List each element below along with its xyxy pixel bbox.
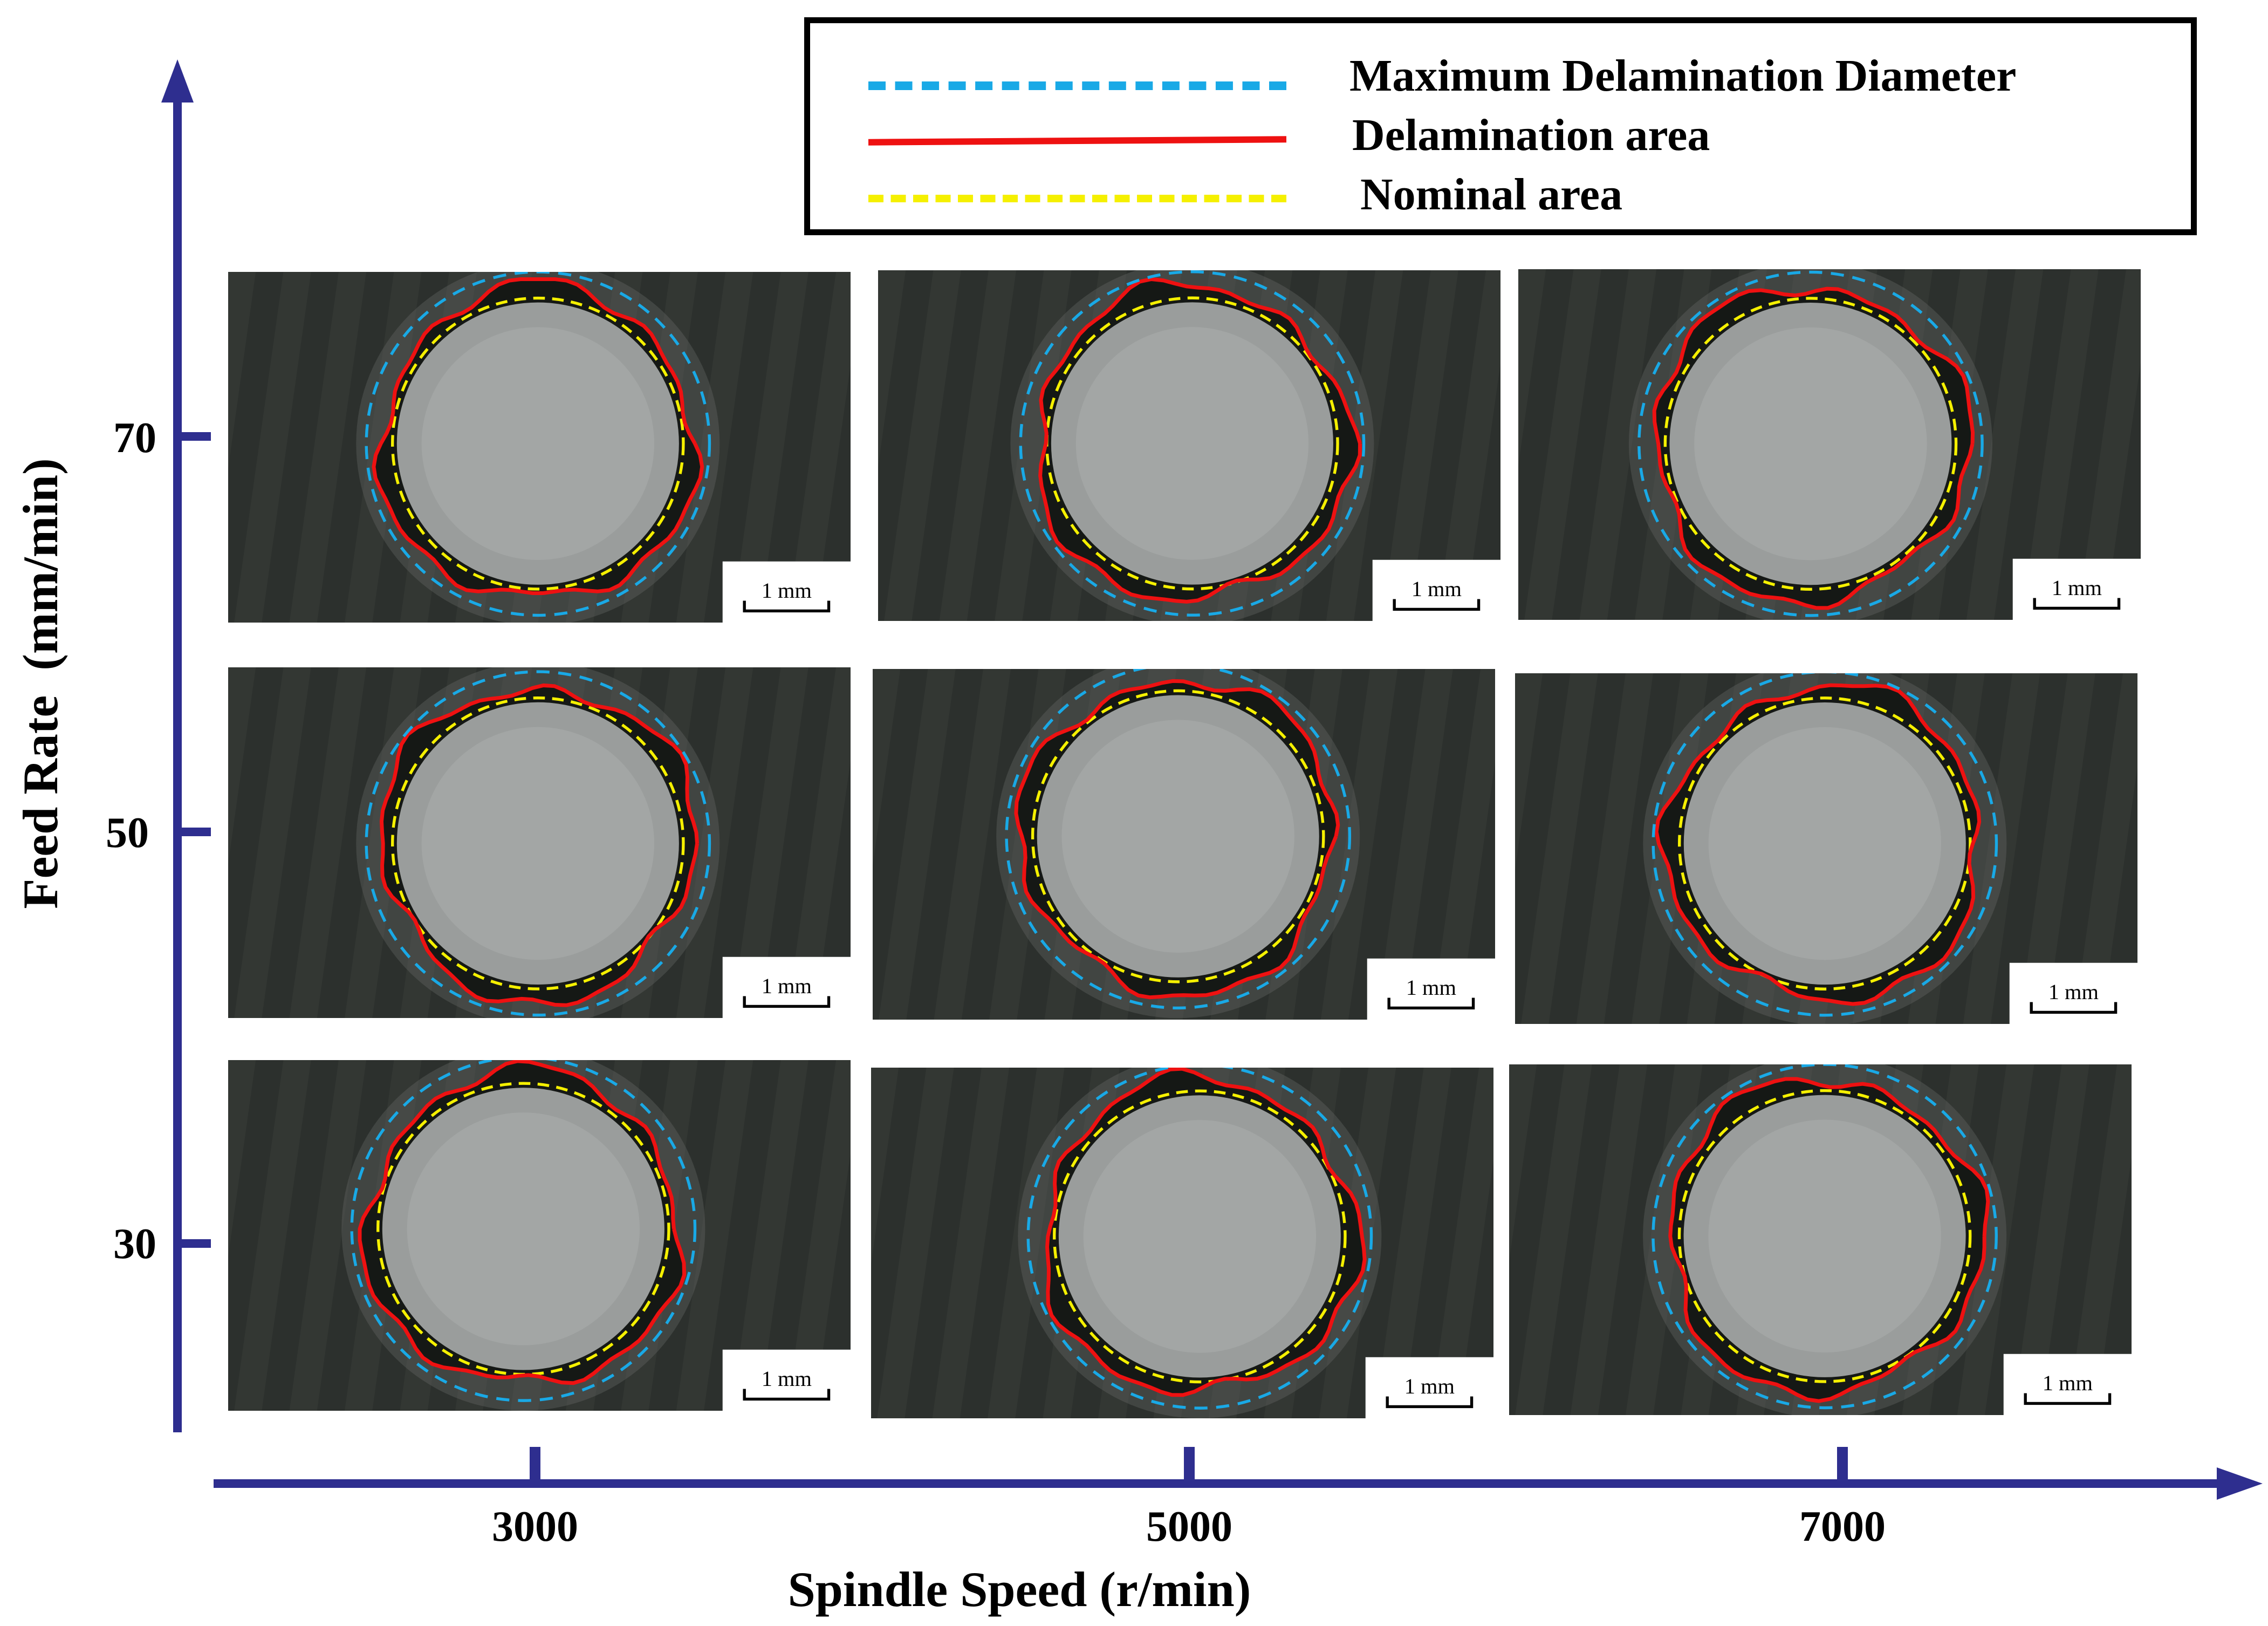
- scale-bar-label: 1 mm: [2052, 576, 2102, 600]
- scale-bar-label: 1 mm: [2043, 1371, 2093, 1395]
- scale-bar: [1387, 998, 1475, 1010]
- delamination-outline: [1654, 683, 1982, 1006]
- micrograph-panel-feed70-speed7000: 1 mm: [1518, 269, 2141, 620]
- max-delamination-circle: [1026, 1068, 1373, 1410]
- delamination-outline: [372, 277, 704, 596]
- max-delamination-circle: [1637, 270, 1984, 617]
- scale-bar: [1393, 599, 1481, 611]
- legend-line-delamination: [868, 136, 1287, 146]
- micrograph-panel-feed30-speed3000: 1 mm: [228, 1060, 851, 1411]
- scale-bar: [743, 1389, 831, 1401]
- y-axis-title: Feed Rate (mm/min): [13, 458, 68, 909]
- max-delamination-circle: [1005, 669, 1351, 1010]
- legend: Maximum Delamination Diameter Delaminati…: [804, 17, 2197, 235]
- max-delamination-circle: [365, 670, 711, 1017]
- scale-bar-box: [2012, 558, 2141, 620]
- scale-bar-box: [2003, 1354, 2132, 1415]
- scale-bar-box: [722, 561, 851, 623]
- scale-bar-label: 1 mm: [1404, 1374, 1455, 1398]
- x-tick-label-5000: 5000: [1146, 1503, 1232, 1550]
- scale-bar: [2033, 598, 2121, 610]
- x-axis-line: [214, 1479, 2225, 1488]
- legend-label-delamination: Delamination area: [1352, 110, 1710, 160]
- x-tick-5000: [1184, 1447, 1195, 1485]
- nominal-circle: [1031, 689, 1325, 983]
- y-axis-arrow-icon: [161, 59, 194, 103]
- y-tick-70: [177, 432, 211, 441]
- nominal-circle: [1677, 696, 1972, 990]
- x-tick-label-3000: 3000: [492, 1503, 578, 1550]
- micrograph-panel-feed50-speed5000: 1 mm: [873, 669, 1495, 1020]
- max-delamination-circle: [1019, 270, 1366, 617]
- y-tick-label-30: 30: [113, 1220, 156, 1268]
- x-axis-arrow-icon: [2217, 1467, 2263, 1500]
- micrograph-panel-feed30-speed5000: 1 mm: [871, 1068, 1493, 1418]
- nominal-circle: [390, 696, 685, 990]
- scale-bar-box: [2009, 962, 2137, 1024]
- max-delamination-circle: [1652, 673, 1998, 1017]
- micrograph-panel-feed70-speed5000: 1 mm: [878, 270, 1500, 621]
- scale-bar-box: [722, 1349, 851, 1411]
- scale-bar: [743, 996, 831, 1008]
- scale-bar: [2030, 1002, 2118, 1014]
- max-delamination-circle: [365, 272, 711, 617]
- scale-bar-label: 1 mm: [1406, 975, 1456, 1000]
- scale-bar-label: 1 mm: [762, 974, 812, 998]
- micrograph-panel-feed50-speed7000: 1 mm: [1515, 673, 2137, 1024]
- micrograph-panel-feed30-speed7000: 1 mm: [1509, 1064, 2132, 1415]
- scale-bar-label: 1 mm: [762, 578, 812, 603]
- scale-bar-label: 1 mm: [2048, 980, 2099, 1004]
- y-tick-label-50: 50: [106, 809, 149, 857]
- legend-label-max-diameter: Maximum Delamination Diameter: [1349, 51, 2017, 101]
- delamination-outline: [1014, 679, 1340, 1000]
- y-tick-30: [177, 1239, 211, 1248]
- micrograph-panel-feed50-speed3000: 1 mm: [228, 667, 851, 1018]
- scale-bar: [743, 600, 831, 613]
- legend-line-max-diameter: [868, 81, 1286, 90]
- max-delamination-circle: [1652, 1064, 1998, 1410]
- legend-label-nominal: Nominal area: [1360, 169, 1623, 220]
- delamination-outline: [379, 683, 700, 1007]
- scale-bar: [1386, 1396, 1474, 1409]
- micrograph-panel-feed70-speed3000: 1 mm: [228, 272, 851, 623]
- nominal-circle: [390, 296, 685, 591]
- scale-bar-box: [1367, 958, 1495, 1020]
- scale-bar: [2024, 1393, 2112, 1405]
- x-tick-label-7000: 7000: [1799, 1503, 1886, 1550]
- max-delamination-circle: [350, 1060, 697, 1402]
- x-axis-title: Spindle Speed (r/min): [787, 1562, 1251, 1617]
- scale-bar-box: [1365, 1357, 1493, 1418]
- delamination-outline: [1668, 1077, 1990, 1403]
- y-axis-line: [173, 86, 182, 1432]
- nominal-circle: [1677, 1089, 1972, 1383]
- x-tick-3000: [530, 1447, 540, 1485]
- nominal-circle: [1053, 1089, 1347, 1384]
- delamination-outline: [1045, 1068, 1367, 1397]
- scale-bar-label: 1 mm: [762, 1367, 812, 1391]
- y-tick-50: [177, 828, 211, 836]
- scale-bar-box: [1372, 559, 1500, 621]
- legend-line-nominal: [868, 195, 1286, 202]
- delamination-outline: [1652, 286, 1975, 610]
- scale-bar-label: 1 mm: [1411, 577, 1462, 601]
- delamination-outline: [358, 1060, 687, 1385]
- nominal-circle: [1663, 297, 1958, 591]
- delamination-outline: [1038, 277, 1362, 604]
- x-tick-7000: [1837, 1447, 1848, 1485]
- scale-bar-box: [722, 957, 851, 1018]
- y-tick-label-70: 70: [113, 414, 156, 462]
